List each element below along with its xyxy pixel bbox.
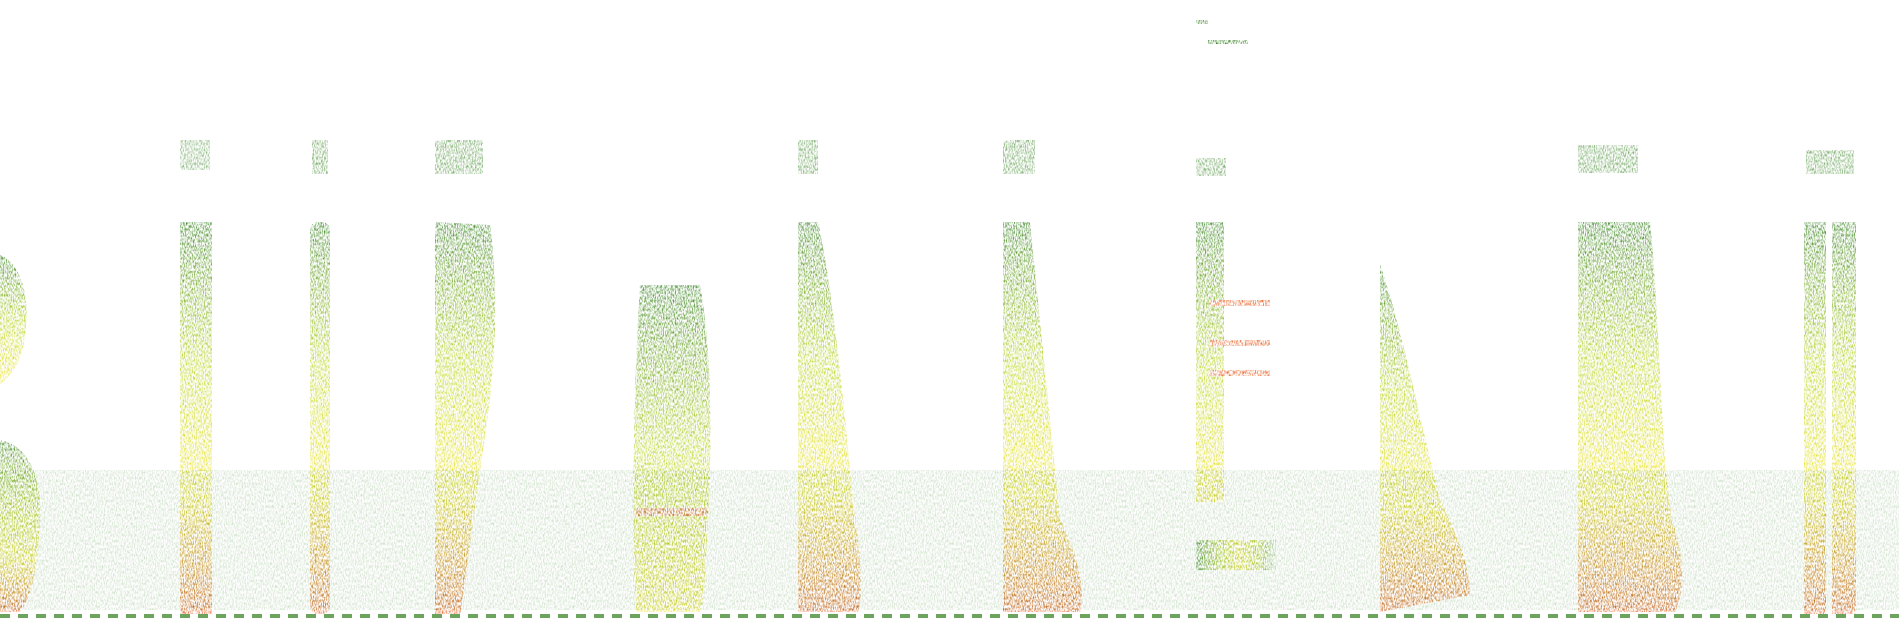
noise-floor xyxy=(0,470,1899,610)
